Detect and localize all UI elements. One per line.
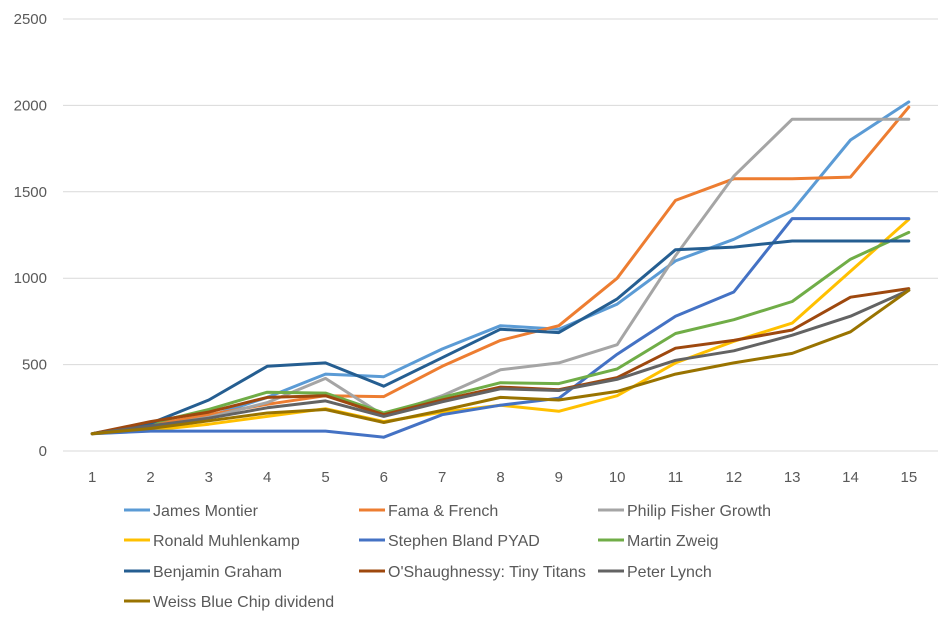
series-line-9 [90, 288, 911, 436]
x-tick-label: 6 [380, 469, 388, 486]
gridlines [63, 18, 938, 452]
legend-label: O'Shaughnessy: Tiny Titans [388, 564, 586, 581]
y-axis-ticks: 0 500 1000 1500 2000 2500 [14, 11, 47, 460]
x-tick-label: 2 [146, 469, 154, 486]
legend-label: James Montier [153, 503, 259, 520]
legend-label: Philip Fisher Growth [627, 503, 771, 520]
x-tick-label: 1 [88, 469, 96, 486]
y-tick-label: 2000 [14, 97, 47, 114]
legend-label: Benjamin Graham [153, 564, 282, 581]
x-tick-label: 10 [609, 469, 626, 486]
legend-label: Weiss Blue Chip dividend [153, 594, 334, 611]
x-tick-label: 15 [900, 469, 917, 486]
series-line-2 [90, 105, 911, 436]
y-tick-label: 1000 [14, 270, 47, 287]
y-tick-label: 0 [39, 443, 47, 460]
y-tick-label: 2500 [14, 11, 47, 28]
series-lines [90, 100, 911, 439]
y-tick-label: 1500 [14, 184, 47, 201]
x-tick-label: 14 [842, 469, 859, 486]
series-line-8 [90, 287, 911, 436]
legend-label: Fama & French [388, 503, 498, 520]
series-line-3 [90, 117, 911, 436]
x-axis: 1 2 3 4 5 6 7 8 9 10 11 12 13 14 15 [88, 469, 917, 486]
x-tick-label: 9 [555, 469, 563, 486]
series-line-10 [90, 288, 911, 436]
series-line-7 [90, 239, 911, 436]
legend-label: Ronald Muhlenkamp [153, 533, 300, 550]
x-tick-label: 5 [321, 469, 329, 486]
x-tick-label: 4 [263, 469, 271, 486]
x-tick-label: 3 [205, 469, 213, 486]
x-tick-label: 13 [784, 469, 801, 486]
x-tick-label: 12 [725, 469, 742, 486]
y-tick-label: 500 [22, 357, 47, 374]
x-tick-label: 8 [496, 469, 504, 486]
legend-label: Peter Lynch [627, 564, 712, 581]
x-tick-label: 11 [668, 469, 684, 486]
series-line-6 [90, 230, 911, 436]
legend: James Montier Fama & French Philip Fisher … [124, 503, 771, 611]
legend-label: Stephen Bland PYAD [388, 533, 540, 550]
legend-label: Martin Zweig [627, 533, 719, 550]
x-tick-label: 7 [438, 469, 446, 486]
